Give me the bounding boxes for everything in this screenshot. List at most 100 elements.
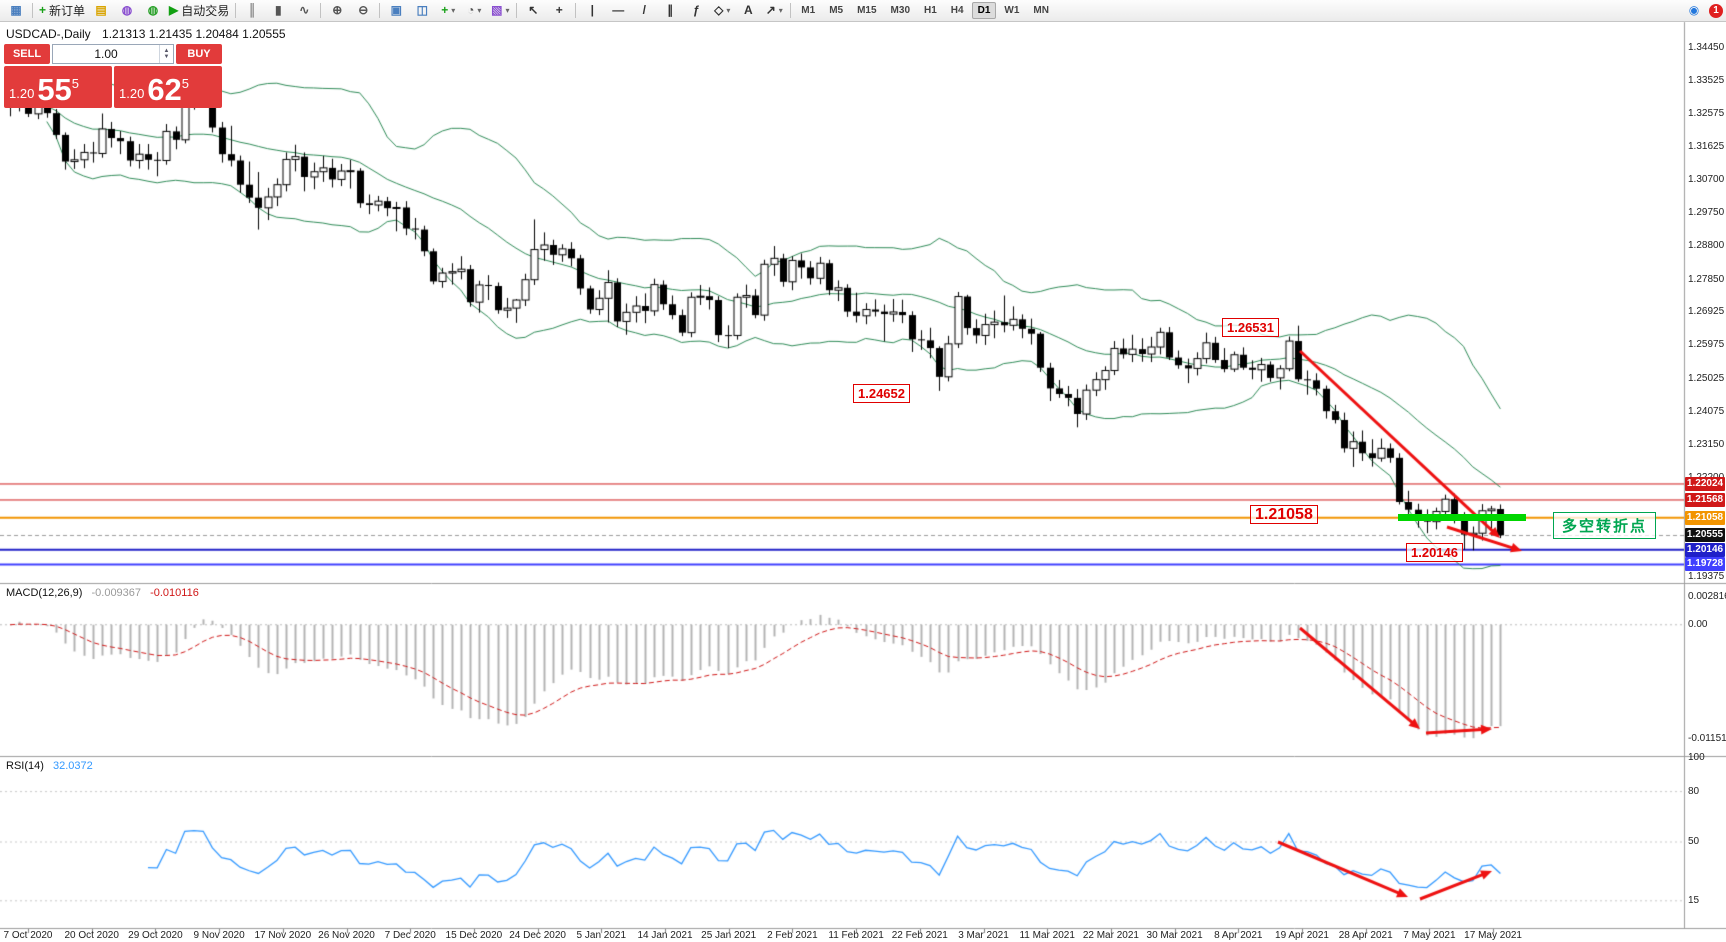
arrows-icon[interactable]: ↗ ▾ bbox=[761, 1, 787, 20]
channel-icon[interactable]: ∥ bbox=[657, 1, 683, 20]
main-toolbar: ▦ + 新订单 ▤ ◍ ◍ ▶ 自动交易 ║ ▮ ∿ ⊕ ⊖ ▣ ◫ + ▾ ◔ ▾ ▧ ▾ ↖ + | — / ∥ ƒ ◇ ▾ A ↗ ▾ M1… bbox=[0, 0, 1726, 22]
date-label: 17 Nov 2020 bbox=[254, 930, 312, 941]
price-line-marker: 1.20146 bbox=[1685, 542, 1725, 557]
timeframe-button-w1[interactable]: W1 bbox=[1004, 5, 1020, 16]
macd-signal-value: -0.010116 bbox=[150, 587, 199, 599]
market-watch-icon[interactable]: ◍ bbox=[114, 1, 140, 20]
price-tick-label: 1.24075 bbox=[1688, 406, 1725, 418]
navigator-icon[interactable]: ◍ bbox=[140, 1, 166, 20]
toolbar-right-group: ◉ 1 bbox=[1681, 1, 1723, 20]
volume-stepper[interactable]: 1.00 ▲ ▼ bbox=[52, 44, 174, 64]
new-order-button[interactable]: + 新订单 bbox=[36, 1, 88, 20]
date-label: 7 May 2021 bbox=[1403, 930, 1456, 941]
zoom-out-icon[interactable]: ⊖ bbox=[350, 1, 376, 20]
timeframe-button-h1[interactable]: H1 bbox=[924, 5, 937, 16]
timeframe-button-mn[interactable]: MN bbox=[1033, 5, 1049, 16]
mobile-notifications-icon[interactable]: ◉ bbox=[1681, 1, 1707, 20]
volume-up-icon[interactable]: ▲ bbox=[163, 48, 170, 54]
tile-windows-icon[interactable]: ▣ bbox=[383, 1, 409, 20]
price-tick-label: 1.23150 bbox=[1688, 438, 1725, 450]
date-label: 22 Feb 2021 bbox=[891, 930, 948, 941]
vertical-line-icon[interactable]: | bbox=[579, 1, 605, 20]
timeframe-button-m5[interactable]: M5 bbox=[829, 5, 844, 16]
indicators-icon[interactable]: + ▾ bbox=[435, 1, 461, 20]
date-label: 11 Feb 2021 bbox=[828, 930, 884, 941]
price-annotation-box[interactable]: 1.21058 bbox=[1250, 505, 1318, 524]
price-line-marker: 1.21058 bbox=[1685, 510, 1725, 525]
periods-icon[interactable]: ◔ ▾ bbox=[461, 1, 487, 20]
macd-tick-label: 0.002816 bbox=[1688, 590, 1726, 602]
templates-icon[interactable]: ▧ ▾ bbox=[487, 1, 513, 20]
price-annotation-box[interactable]: 1.20146 bbox=[1406, 543, 1463, 562]
new-order-button-glyph: + bbox=[39, 3, 47, 17]
crosshair-icon[interactable]: + bbox=[546, 1, 572, 20]
volume-value[interactable]: 1.00 bbox=[94, 47, 118, 61]
zoom-in-icon-glyph: ⊕ bbox=[332, 3, 343, 17]
fibonacci-icon[interactable]: ƒ bbox=[683, 1, 709, 20]
market-watch-icon-glyph: ◍ bbox=[121, 3, 133, 17]
indicators-icon-dropdown-icon: ▾ bbox=[451, 6, 456, 15]
buy-price-figure: 1.20 bbox=[119, 86, 145, 101]
line-chart-icon[interactable]: ∿ bbox=[291, 1, 317, 20]
macd-name: MACD(12,26,9) bbox=[6, 587, 83, 599]
horizontal-line-icon[interactable]: — bbox=[605, 1, 631, 20]
price-tick-label: 1.25975 bbox=[1688, 339, 1725, 351]
sell-price-display[interactable]: 1.20 55 5 bbox=[4, 66, 112, 108]
buy-price-display[interactable]: 1.20 62 5 bbox=[114, 66, 222, 108]
support-zone-highlight[interactable] bbox=[1398, 514, 1526, 521]
timeframe-button-m1[interactable]: M1 bbox=[801, 5, 816, 16]
autotrading-button-glyph: ▶ bbox=[169, 3, 179, 17]
date-label: 26 Nov 2020 bbox=[318, 930, 375, 941]
chart-profiles-icon[interactable]: ▤ bbox=[88, 1, 114, 20]
crosshair-icon-glyph: + bbox=[555, 3, 563, 17]
trendline-icon[interactable]: / bbox=[631, 1, 657, 20]
templates-icon-dropdown-icon: ▾ bbox=[505, 6, 510, 15]
date-label: 15 Dec 2020 bbox=[445, 930, 503, 941]
cursor-icon[interactable]: ↖ bbox=[520, 1, 546, 20]
autotrading-button[interactable]: ▶ 自动交易 bbox=[166, 1, 232, 20]
toolbar-separator bbox=[379, 3, 381, 18]
buy-price-pips: 62 bbox=[147, 72, 182, 107]
chart-window-icon[interactable]: ▦ bbox=[3, 1, 29, 20]
rsi-tick-label: 15 bbox=[1688, 894, 1700, 906]
cursor-icon-glyph: ↖ bbox=[528, 3, 539, 17]
volume-arrows[interactable]: ▲ ▼ bbox=[159, 45, 173, 63]
price-tick-label: 1.28800 bbox=[1688, 240, 1725, 252]
turning-point-text-box[interactable]: 多空转折点 bbox=[1553, 512, 1657, 539]
buy-button[interactable]: BUY bbox=[176, 44, 222, 64]
bar-chart-icon[interactable]: ║ bbox=[239, 1, 265, 20]
price-annotation-box[interactable]: 1.24652 bbox=[853, 384, 910, 403]
timeframe-button-m30[interactable]: M30 bbox=[890, 5, 910, 16]
sell-button[interactable]: SELL bbox=[4, 44, 50, 64]
chart-profiles-icon-glyph: ▤ bbox=[95, 3, 107, 17]
macd-tick-label: 0.00 bbox=[1688, 618, 1708, 630]
text-icon-glyph: A bbox=[743, 3, 753, 17]
cascade-windows-icon[interactable]: ◫ bbox=[409, 1, 435, 20]
price-tick-label: 1.26925 bbox=[1688, 306, 1725, 318]
toolbar-separator bbox=[790, 3, 792, 18]
date-label: 19 Apr 2021 bbox=[1275, 930, 1329, 941]
date-label: 8 Apr 2021 bbox=[1214, 930, 1263, 941]
zoom-in-icon[interactable]: ⊕ bbox=[324, 1, 350, 20]
timeframe-button-d1[interactable]: D1 bbox=[971, 2, 997, 19]
text-icon[interactable]: A bbox=[735, 1, 761, 20]
date-label: 30 Mar 2021 bbox=[1146, 930, 1203, 941]
arrows-icon-glyph: ↗ bbox=[765, 3, 776, 17]
macd-main-value: -0.009367 bbox=[91, 587, 142, 599]
candlestick-chart-icon[interactable]: ▮ bbox=[265, 1, 291, 20]
timeframe-button-m15[interactable]: M15 bbox=[857, 5, 877, 16]
channel-icon-glyph: ∥ bbox=[667, 3, 674, 17]
timeframe-button-h4[interactable]: H4 bbox=[950, 5, 964, 16]
price-annotation-box[interactable]: 1.26531 bbox=[1222, 318, 1279, 337]
price-line-marker: 1.20555 bbox=[1685, 528, 1725, 543]
volume-down-icon[interactable]: ▼ bbox=[163, 54, 170, 60]
sell-price-figure: 1.20 bbox=[9, 86, 35, 101]
shapes-icon[interactable]: ◇ ▾ bbox=[709, 1, 735, 20]
price-tick-label: 1.27850 bbox=[1688, 273, 1725, 285]
autotrading-button-label: 自动交易 bbox=[181, 4, 230, 18]
horizontal-line-icon-glyph: — bbox=[612, 3, 625, 17]
date-label: 25 Jan 2021 bbox=[701, 930, 757, 941]
bar-chart-icon-glyph: ║ bbox=[248, 3, 257, 17]
